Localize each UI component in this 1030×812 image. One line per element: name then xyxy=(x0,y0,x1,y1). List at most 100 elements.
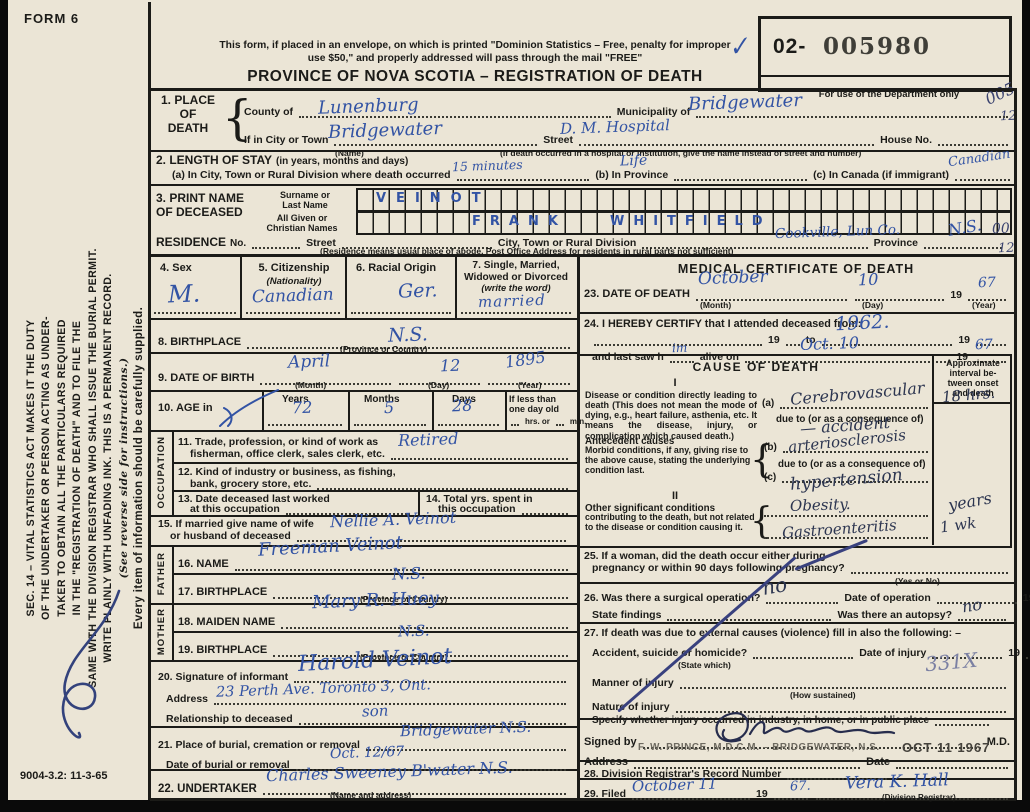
occupation-group-label: OCCUPATION xyxy=(150,430,172,515)
dotted-line xyxy=(594,344,762,346)
signed-by-label: Signed by xyxy=(584,736,637,749)
dotted-line xyxy=(679,687,1006,689)
mother-vertical-text: MOTHER xyxy=(155,607,167,656)
field6-label: 6. Racial Origin xyxy=(356,262,437,274)
interval-header: Approximate interval be- tween onset and… xyxy=(946,358,1000,398)
dotted-line xyxy=(398,383,481,385)
rule xyxy=(172,545,174,660)
dotted-line xyxy=(521,513,568,515)
dotted-line xyxy=(642,747,981,749)
dotted-line xyxy=(262,793,566,795)
cause-a-label: (a) xyxy=(762,397,775,409)
lastsaw-him-value: im xyxy=(671,340,688,356)
rule xyxy=(150,352,579,354)
field13-line2: at this occupation xyxy=(190,502,280,515)
mother-maiden-name-value: Mary R. Huey xyxy=(311,587,440,614)
dotted-line xyxy=(932,657,1003,659)
scan-edge-bottom xyxy=(0,800,1030,812)
dotted-line xyxy=(974,361,1006,363)
autopsy-answer: no xyxy=(960,594,984,617)
state-findings-label: State findings xyxy=(592,608,662,621)
rule xyxy=(240,256,242,318)
dotted-line xyxy=(268,424,342,426)
autopsy-label: Was there an autopsy? xyxy=(837,608,952,621)
death-day-caption: (Day) xyxy=(862,300,884,310)
rule xyxy=(345,256,347,318)
field1-label: 1. PLACE OF DEATH xyxy=(160,93,215,135)
other-conditions-text: contributing to the death, but not relat… xyxy=(585,512,755,532)
surname-sublabel: Surname or Last Name xyxy=(279,190,330,211)
burial-date-label: Date of burial or removal xyxy=(166,758,290,771)
dotted-line xyxy=(579,144,875,146)
rule xyxy=(150,88,1016,91)
dotted-line xyxy=(341,247,492,249)
field15-line2: or husband of deceased xyxy=(170,529,291,542)
dotted-line xyxy=(695,299,848,301)
rule xyxy=(577,582,1016,584)
death-month-caption: (Month) xyxy=(700,300,732,310)
field28-label: 28. Division Registrar's Record Number xyxy=(584,767,782,780)
rule xyxy=(577,312,1016,314)
dotted-line xyxy=(214,703,566,705)
residence-province-label: Province xyxy=(873,236,918,249)
dotted-line xyxy=(955,179,1010,181)
dotted-line xyxy=(958,619,1006,621)
age-years-label: Years xyxy=(282,394,309,405)
dob-year-caption: (Year) xyxy=(518,380,542,390)
dotted-line xyxy=(782,481,928,483)
municipality-value: Bridgewater xyxy=(687,90,803,115)
age-days-label: Days xyxy=(452,394,476,405)
field4-label: 4. Sex xyxy=(160,262,192,274)
rule xyxy=(577,760,1016,762)
serial-number: 005980 xyxy=(823,33,932,60)
street-label: Street xyxy=(543,133,574,146)
dotted-line xyxy=(365,749,566,751)
dotted-line xyxy=(935,724,990,726)
dotted-line xyxy=(924,247,1002,249)
field23-pre19: 19 xyxy=(950,288,962,301)
county-label: County of xyxy=(244,105,293,118)
filed-year-value: 67. xyxy=(789,778,811,795)
dotted-line xyxy=(246,312,340,314)
doctor-address-label: Address xyxy=(584,756,629,769)
dotted-line xyxy=(298,723,566,725)
field16-label: 16. NAME xyxy=(178,558,229,571)
field10-label: 10. AGE in xyxy=(158,402,213,414)
other-conditions-bold: Other significant conditions xyxy=(585,503,716,514)
burial-date-value: Oct. 12/67 xyxy=(329,743,405,763)
informant-address-label: Address xyxy=(166,692,209,705)
cause-due1-label: due to (or as a consequence of) xyxy=(776,414,924,425)
field7-label-l1: 7. Single, Married, xyxy=(472,260,560,271)
field25-line1: 25. If a woman, did the death occur eith… xyxy=(584,550,826,562)
rule xyxy=(172,462,579,464)
field29-pre19: 19 xyxy=(756,787,768,800)
dotted-line xyxy=(252,247,301,249)
dotted-line xyxy=(667,619,832,621)
dotted-line xyxy=(815,798,1008,800)
rule xyxy=(172,430,174,515)
dotted-line xyxy=(294,681,566,683)
field24-pre19b: 19 xyxy=(958,333,970,346)
street-value: D. M. Hospital xyxy=(559,116,671,138)
dotted-line xyxy=(511,424,519,426)
field7-sublabel: (write the word) xyxy=(481,283,551,294)
given-sublabel: All Given or Christian Names xyxy=(266,213,338,234)
dotted-line xyxy=(821,344,953,346)
field7-label-l2: Widowed or Divorced xyxy=(463,271,569,283)
name-caption: (Name) xyxy=(335,148,364,158)
rule xyxy=(150,515,579,517)
rule xyxy=(150,660,579,662)
doctor-signature xyxy=(715,712,896,743)
dotted-line xyxy=(780,407,928,409)
age-bracket-flourish xyxy=(219,389,279,427)
field19-caption: (Province or Country) xyxy=(360,652,448,662)
dotted-line xyxy=(634,767,861,769)
field24-lastsaw-label: and last saw h xyxy=(592,350,664,363)
scan-edge-right xyxy=(1022,0,1030,812)
dotted-line xyxy=(299,116,611,118)
county-value: Lunenburg xyxy=(317,94,419,119)
dotted-line xyxy=(850,572,1008,574)
rule xyxy=(172,573,579,575)
street-caption: (If death occurred in a hospital or inst… xyxy=(500,148,862,158)
dotted-line xyxy=(334,144,538,146)
